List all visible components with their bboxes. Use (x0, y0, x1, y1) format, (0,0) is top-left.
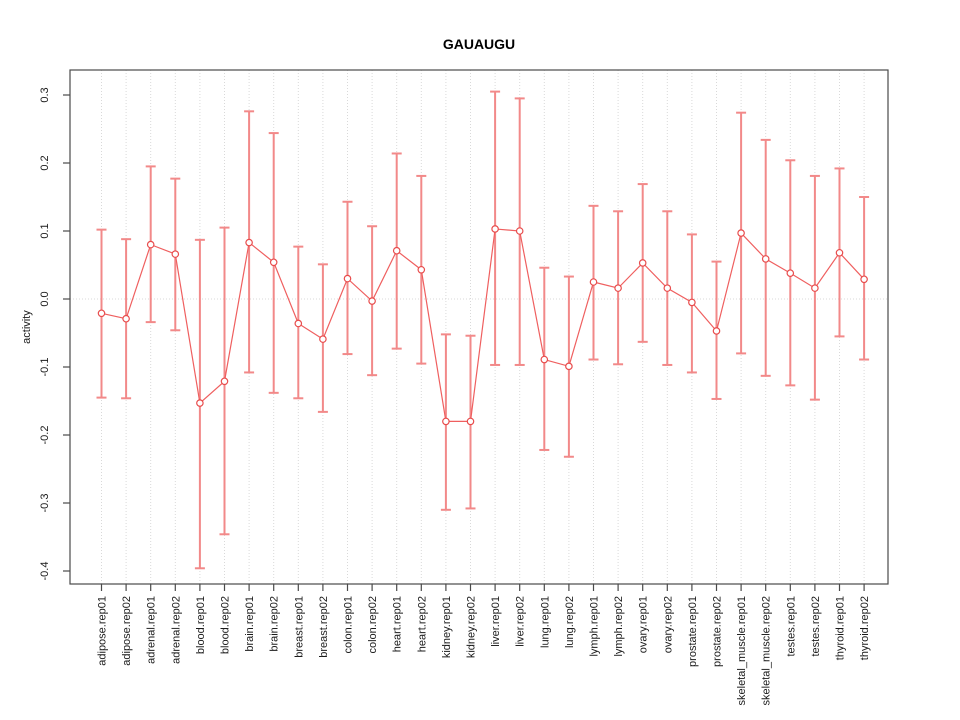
y-tick-label: -0.2 (39, 426, 51, 445)
data-point-marker (614, 284, 622, 292)
x-tick-label: liver.rep01 (490, 596, 502, 647)
data-point-marker (269, 258, 278, 267)
data-point-marker (319, 335, 327, 343)
x-tick-label: lymph.rep01 (589, 596, 601, 657)
data-point-marker (466, 417, 475, 426)
data-point-marker (491, 225, 499, 233)
x-tick-label: heart.rep02 (416, 596, 428, 652)
x-tick-label: breast.rep01 (293, 596, 305, 658)
data-point-marker (589, 278, 598, 286)
x-tick-label: breast.rep02 (318, 596, 330, 658)
y-tick-label: -0.4 (39, 562, 51, 581)
x-tick-label: adipose.rep02 (121, 596, 133, 666)
x-tick-label: prostate.rep02 (712, 596, 724, 667)
y-tick-label: -0.3 (39, 494, 51, 513)
series-line (101, 228, 865, 422)
data-point-marker (442, 417, 450, 426)
x-tick-label: prostate.rep01 (687, 596, 699, 667)
data-point-marker (417, 265, 426, 274)
chart-title: GAUAUGU (442, 36, 516, 52)
y-tick-label: 0.1 (39, 223, 51, 238)
data-point-marker (245, 238, 253, 247)
data-point-marker (712, 327, 721, 335)
data-point-marker (122, 314, 130, 323)
plot-border (69, 69, 889, 585)
y-tick-label: 0.2 (39, 155, 51, 170)
x-tick-label: brain.rep01 (244, 596, 256, 652)
x-tick-label: lymph.rep02 (613, 596, 625, 657)
x-tick-label: thyroid.rep01 (835, 596, 847, 660)
data-point-marker (761, 255, 770, 263)
data-point-marker (97, 309, 106, 318)
data-point-marker (540, 355, 549, 364)
x-tick-label: blood.rep01 (195, 596, 207, 654)
x-tick-label: brain.rep02 (269, 596, 281, 652)
x-tick-label: lung.rep01 (539, 596, 551, 648)
data-point-marker (146, 240, 155, 249)
x-tick-label: adipose.rep01 (97, 596, 109, 666)
x-tick-label: blood.rep02 (220, 596, 232, 654)
data-point-marker (835, 248, 844, 257)
data-point-marker (811, 284, 819, 292)
data-point-marker (392, 246, 401, 255)
data-point-marker (786, 269, 795, 277)
x-tick-label: ovary.rep02 (662, 596, 674, 653)
x-tick-label: heart.rep01 (392, 596, 404, 652)
x-tick-label: skeletal_muscle.rep01 (736, 596, 748, 705)
x-tick-label: skeletal_muscle.rep02 (761, 596, 773, 705)
data-point-marker (737, 229, 745, 237)
x-tick-label: adrenal.rep01 (146, 596, 158, 664)
x-tick-label: kidney.rep02 (466, 596, 478, 658)
data-point-marker (294, 319, 303, 328)
y-tick-label: -0.1 (39, 358, 51, 377)
y-tick-label: 0.3 (39, 87, 51, 102)
y-tick-label: 0.0 (39, 291, 51, 306)
data-point-marker (638, 259, 647, 267)
data-point-marker (368, 297, 376, 305)
data-point-marker (860, 275, 868, 284)
x-tick-label: testes.rep01 (785, 596, 797, 657)
data-point-marker (171, 250, 180, 258)
x-tick-label: colon.rep02 (367, 596, 379, 654)
x-tick-label: liver.rep02 (515, 596, 527, 647)
data-point-marker (688, 298, 696, 307)
data-point-marker (196, 399, 204, 407)
x-tick-label: thyroid.rep02 (859, 596, 871, 660)
x-tick-label: kidney.rep01 (441, 596, 453, 658)
data-point-marker (220, 377, 229, 386)
data-point-marker (343, 274, 352, 283)
x-tick-label: adrenal.rep02 (170, 596, 182, 664)
x-tick-label: colon.rep01 (343, 596, 355, 654)
x-tick-label: lung.rep02 (564, 596, 576, 648)
x-tick-label: testes.rep02 (810, 596, 822, 657)
x-tick-label: ovary.rep01 (638, 596, 650, 653)
data-point-marker (565, 362, 573, 371)
data-point-marker (663, 284, 672, 292)
data-point-marker (515, 227, 524, 235)
